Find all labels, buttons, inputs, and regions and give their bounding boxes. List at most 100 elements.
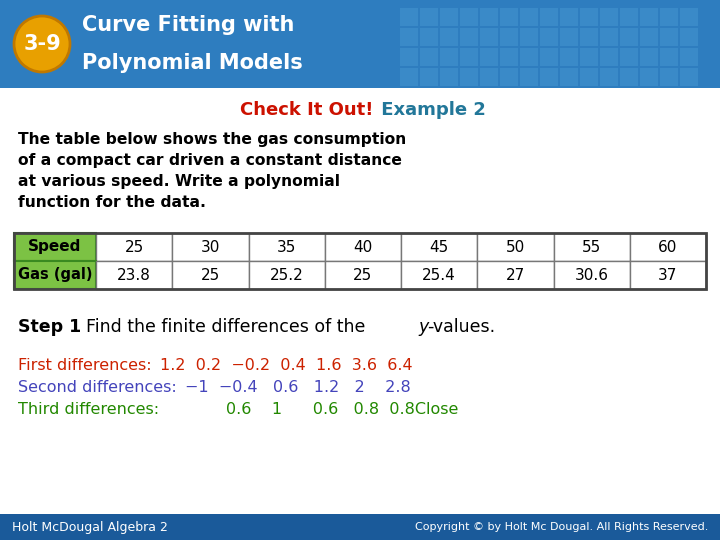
FancyBboxPatch shape <box>600 8 618 26</box>
Text: 25: 25 <box>125 240 144 254</box>
FancyBboxPatch shape <box>660 28 678 46</box>
FancyBboxPatch shape <box>96 233 172 261</box>
Text: 23.8: 23.8 <box>117 267 151 282</box>
FancyBboxPatch shape <box>500 68 518 86</box>
Text: Gas (gal): Gas (gal) <box>18 267 92 282</box>
Text: 50: 50 <box>505 240 525 254</box>
FancyBboxPatch shape <box>460 28 478 46</box>
FancyBboxPatch shape <box>660 68 678 86</box>
FancyBboxPatch shape <box>420 48 438 66</box>
Text: 55: 55 <box>582 240 601 254</box>
Text: 25: 25 <box>201 267 220 282</box>
Text: The table below shows the gas consumption: The table below shows the gas consumptio… <box>18 132 406 147</box>
Text: 35: 35 <box>277 240 297 254</box>
Text: 25: 25 <box>354 267 372 282</box>
Text: Copyright © by Holt Mc Dougal. All Rights Reserved.: Copyright © by Holt Mc Dougal. All Right… <box>415 522 708 532</box>
FancyBboxPatch shape <box>560 48 578 66</box>
Text: Polynomial Models: Polynomial Models <box>82 53 302 73</box>
FancyBboxPatch shape <box>520 8 538 26</box>
FancyBboxPatch shape <box>520 68 538 86</box>
FancyBboxPatch shape <box>500 8 518 26</box>
FancyBboxPatch shape <box>400 28 418 46</box>
Text: at various speed. Write a polynomial: at various speed. Write a polynomial <box>18 174 340 189</box>
FancyBboxPatch shape <box>460 68 478 86</box>
Text: 25.4: 25.4 <box>422 267 456 282</box>
FancyBboxPatch shape <box>640 28 658 46</box>
FancyBboxPatch shape <box>325 233 401 261</box>
FancyBboxPatch shape <box>580 28 598 46</box>
FancyBboxPatch shape <box>620 68 638 86</box>
FancyBboxPatch shape <box>620 8 638 26</box>
FancyBboxPatch shape <box>580 68 598 86</box>
FancyBboxPatch shape <box>0 0 720 88</box>
FancyBboxPatch shape <box>500 48 518 66</box>
FancyBboxPatch shape <box>480 48 498 66</box>
Text: Check It Out!: Check It Out! <box>240 101 374 119</box>
Text: Speed: Speed <box>28 240 81 254</box>
FancyBboxPatch shape <box>630 233 706 261</box>
FancyBboxPatch shape <box>440 48 458 66</box>
Text: of a compact car driven a constant distance: of a compact car driven a constant dista… <box>18 153 402 168</box>
FancyBboxPatch shape <box>248 261 325 289</box>
Text: Find the finite differences of the: Find the finite differences of the <box>75 318 371 336</box>
FancyBboxPatch shape <box>440 8 458 26</box>
FancyBboxPatch shape <box>248 233 325 261</box>
FancyBboxPatch shape <box>401 261 477 289</box>
FancyBboxPatch shape <box>554 261 630 289</box>
Text: Example 2: Example 2 <box>375 101 486 119</box>
Text: First differences:: First differences: <box>18 357 152 373</box>
Text: 30: 30 <box>201 240 220 254</box>
Text: Step 1: Step 1 <box>18 318 81 336</box>
FancyBboxPatch shape <box>460 8 478 26</box>
FancyBboxPatch shape <box>640 48 658 66</box>
FancyBboxPatch shape <box>401 233 477 261</box>
FancyBboxPatch shape <box>560 68 578 86</box>
FancyBboxPatch shape <box>680 28 698 46</box>
Text: 27: 27 <box>505 267 525 282</box>
FancyBboxPatch shape <box>460 48 478 66</box>
FancyBboxPatch shape <box>420 28 438 46</box>
FancyBboxPatch shape <box>400 48 418 66</box>
FancyBboxPatch shape <box>600 68 618 86</box>
Text: function for the data.: function for the data. <box>18 195 206 210</box>
FancyBboxPatch shape <box>172 261 248 289</box>
FancyBboxPatch shape <box>172 233 248 261</box>
Text: 30.6: 30.6 <box>575 267 608 282</box>
Text: Second differences:: Second differences: <box>18 380 176 395</box>
FancyBboxPatch shape <box>480 28 498 46</box>
FancyBboxPatch shape <box>680 8 698 26</box>
Text: Holt McDougal Algebra 2: Holt McDougal Algebra 2 <box>12 521 168 534</box>
FancyBboxPatch shape <box>680 48 698 66</box>
FancyBboxPatch shape <box>560 28 578 46</box>
FancyBboxPatch shape <box>480 8 498 26</box>
FancyBboxPatch shape <box>400 8 418 26</box>
FancyBboxPatch shape <box>540 8 558 26</box>
FancyBboxPatch shape <box>640 8 658 26</box>
FancyBboxPatch shape <box>14 261 96 289</box>
FancyBboxPatch shape <box>477 261 554 289</box>
FancyBboxPatch shape <box>520 28 538 46</box>
FancyBboxPatch shape <box>0 514 720 540</box>
FancyBboxPatch shape <box>325 261 401 289</box>
FancyBboxPatch shape <box>630 261 706 289</box>
FancyBboxPatch shape <box>660 8 678 26</box>
FancyBboxPatch shape <box>540 48 558 66</box>
Text: 0.6    1      0.6   0.8  0.8Close: 0.6 1 0.6 0.8 0.8Close <box>185 402 459 416</box>
Text: 37: 37 <box>658 267 678 282</box>
FancyBboxPatch shape <box>680 68 698 86</box>
FancyBboxPatch shape <box>500 28 518 46</box>
FancyBboxPatch shape <box>440 28 458 46</box>
FancyBboxPatch shape <box>560 8 578 26</box>
Text: -values.: -values. <box>427 318 495 336</box>
FancyBboxPatch shape <box>600 48 618 66</box>
FancyBboxPatch shape <box>620 28 638 46</box>
FancyBboxPatch shape <box>540 68 558 86</box>
FancyBboxPatch shape <box>420 68 438 86</box>
Text: 3-9: 3-9 <box>23 34 61 54</box>
Text: 60: 60 <box>658 240 678 254</box>
FancyBboxPatch shape <box>620 48 638 66</box>
Text: 1.2  0.2  −0.2  0.4  1.6  3.6  6.4: 1.2 0.2 −0.2 0.4 1.6 3.6 6.4 <box>160 357 413 373</box>
Text: 40: 40 <box>354 240 372 254</box>
FancyBboxPatch shape <box>477 233 554 261</box>
FancyBboxPatch shape <box>520 48 538 66</box>
